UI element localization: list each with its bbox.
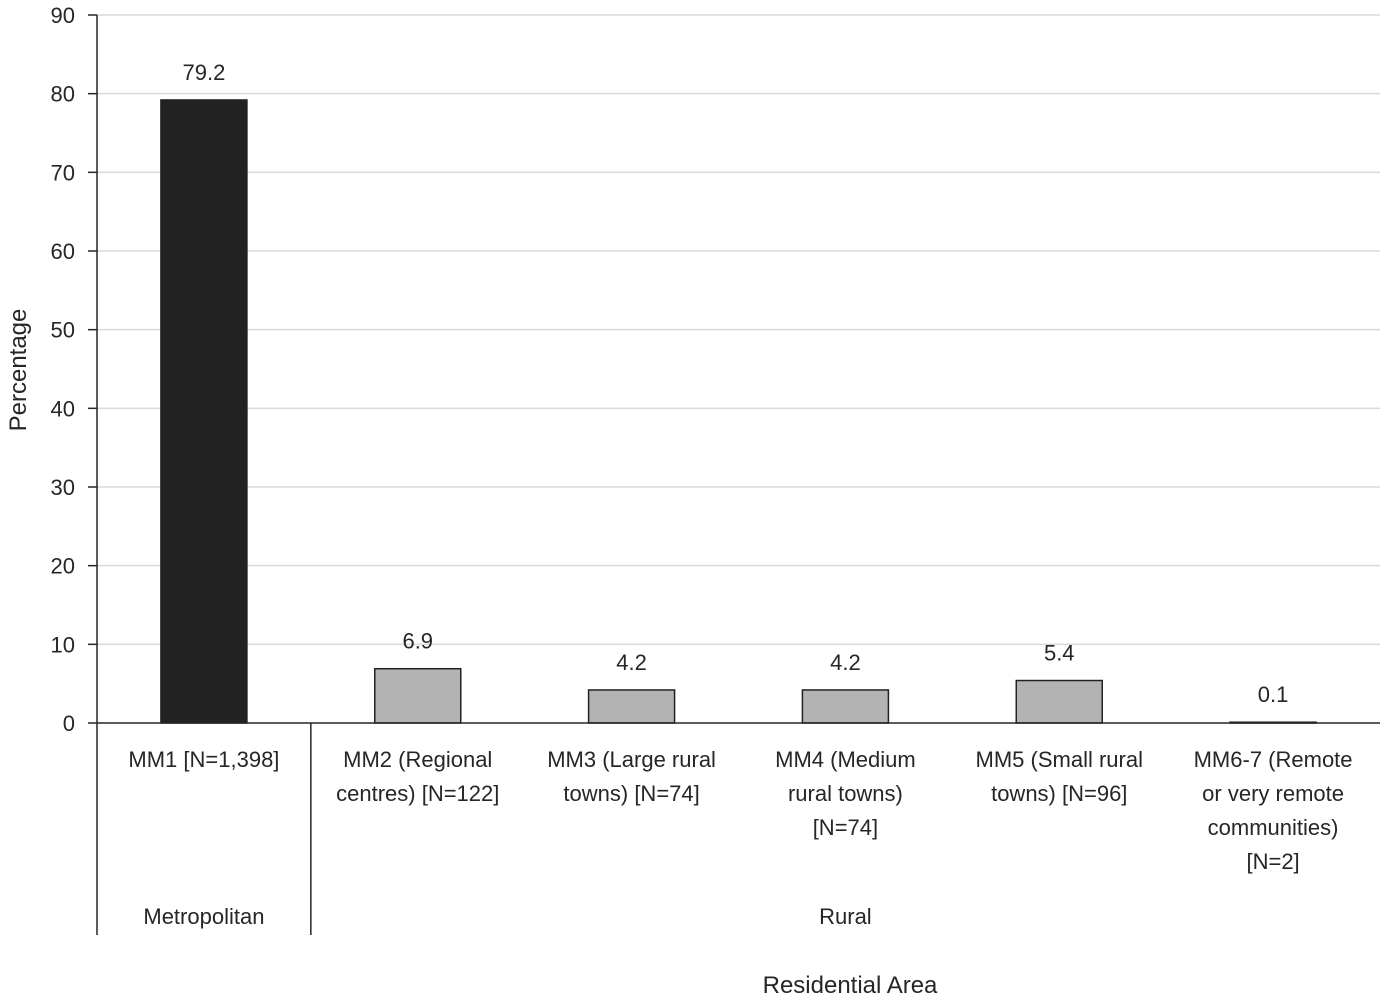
- y-tick-label: 90: [51, 3, 75, 28]
- y-tick-label: 30: [51, 475, 75, 500]
- group-labels: Metropolitan Rural: [143, 904, 871, 929]
- bar: [801, 689, 890, 724]
- data-label: 0.1: [1258, 682, 1289, 707]
- bars: [160, 99, 1317, 724]
- bar: [160, 99, 248, 724]
- y-axis-title: Percentage: [5, 309, 32, 432]
- data-label: 4.2: [830, 650, 861, 675]
- data-label: 4.2: [616, 650, 647, 675]
- y-tick-label: 40: [51, 396, 75, 421]
- y-tick-label: 20: [51, 554, 75, 579]
- group-label: Rural: [819, 904, 872, 929]
- category-labels: MM1 [N=1,398] MM2 (Regional centres) [N=12…: [128, 747, 1352, 874]
- y-tick-label: 60: [51, 239, 75, 264]
- group-label: Metropolitan: [143, 904, 264, 929]
- category-label: MM5 (Small rural towns) [N=96]: [976, 747, 1143, 806]
- y-tick-label: 80: [51, 82, 75, 107]
- y-tick-labels: 0 10 20 30 40 50 60 70 80 90: [51, 3, 75, 736]
- axes: [88, 14, 1380, 935]
- data-label: 5.4: [1044, 641, 1075, 666]
- data-labels: 79.2 6.9 4.2 4.2 5.4 0.1: [183, 60, 1289, 707]
- data-label: 6.9: [402, 629, 433, 654]
- category-label: MM4 (Medium rural towns) [N=74]: [775, 747, 916, 840]
- y-tick-label: 0: [63, 711, 75, 736]
- y-tick-label: 10: [51, 632, 75, 657]
- category-label: MM1 [N=1,398]: [128, 747, 279, 772]
- category-label: MM2 (Regional centres) [N=122]: [336, 747, 499, 806]
- gridlines: [97, 14, 1380, 646]
- bar: [587, 689, 676, 724]
- x-axis-title: Residential Area: [763, 972, 938, 999]
- y-tick-label: 70: [51, 160, 75, 185]
- category-label: MM3 (Large rural towns) [N=74]: [547, 747, 716, 806]
- y-tick-label: 50: [51, 318, 75, 343]
- category-label: MM6-7 (Remote or very remote communities)[…: [1194, 747, 1353, 874]
- data-label: 79.2: [183, 60, 226, 85]
- bar: [374, 667, 462, 724]
- bar: [1015, 679, 1103, 724]
